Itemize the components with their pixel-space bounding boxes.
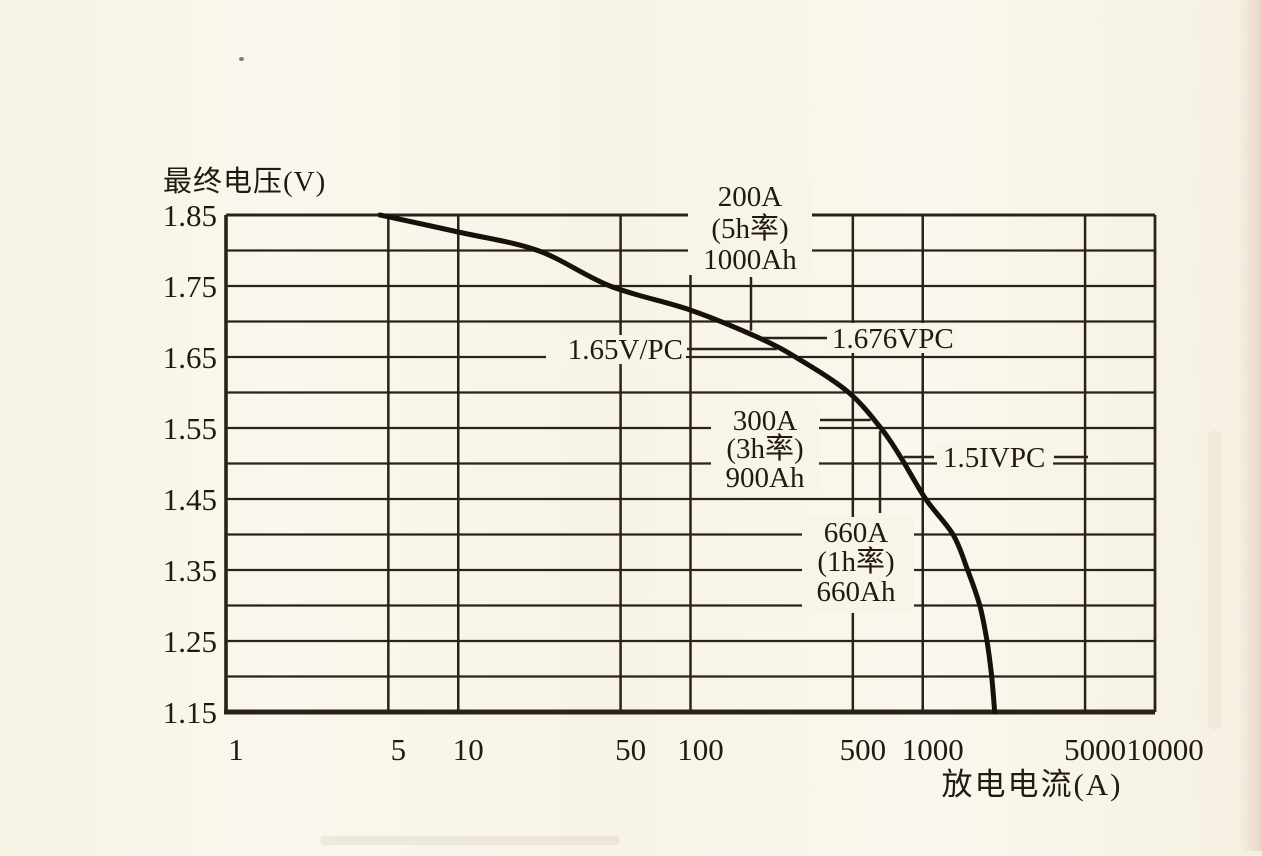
x-tick-label: 50 xyxy=(615,732,646,767)
annotation-rate-5h: 200A(5h率)1000Ah xyxy=(703,181,797,276)
annotation-text: 1000Ah xyxy=(703,244,797,276)
scan-smudge xyxy=(320,836,620,845)
annotation-text: 1.676VPC xyxy=(832,323,954,355)
scan-streak xyxy=(1208,430,1222,730)
y-tick-label: 1.55 xyxy=(163,411,217,446)
y-axis-title: 最终电压(V) xyxy=(163,165,326,198)
discharge-curve xyxy=(377,212,998,715)
annotation-layer: 200A(5h率)1000Ah 1.676VPC 1.65V/PC 300A(3h率)… xyxy=(568,181,1046,608)
x-tick-label: 10000 xyxy=(1126,732,1204,767)
y-tick-label: 1.45 xyxy=(163,482,217,517)
annotation-text: 1.65V/PC xyxy=(568,334,683,366)
grid-layer xyxy=(224,213,1157,715)
annotation-mask xyxy=(688,181,812,275)
x-tick-label: 1000 xyxy=(902,732,964,767)
y-tick-label: 1.15 xyxy=(163,695,217,730)
x-tick-label: 500 xyxy=(840,732,887,767)
y-tick-label: 1.85 xyxy=(163,198,217,233)
y-tick-label: 1.25 xyxy=(163,624,217,659)
annotation-mask xyxy=(711,407,819,493)
annotation-vpc-165: 1.65V/PC xyxy=(568,334,683,366)
x-tick-label: 10 xyxy=(453,732,484,767)
scan-speck xyxy=(239,57,244,61)
annotation-text: 660A xyxy=(824,517,889,549)
annotation-text: 1.5IVPC xyxy=(943,442,1045,474)
x-tick-label: 1 xyxy=(228,732,244,767)
annotation-vpc-1676: 1.676VPC xyxy=(832,323,954,355)
annotation-mask xyxy=(937,442,1053,472)
annotation-mask xyxy=(826,323,956,353)
annotation-rate-1h: 660A(1h率)660Ah xyxy=(817,517,896,608)
x-axis-title: 放电电流(A) xyxy=(941,767,1122,802)
annotation-text: (3h率) xyxy=(726,432,803,465)
annotation-text: 300A xyxy=(733,405,798,437)
scan-edge-shadow xyxy=(1238,0,1262,851)
annotation-vpc-151: 1.5IVPC xyxy=(943,442,1045,474)
y-tick-label: 1.65 xyxy=(163,340,217,375)
annotation-mask xyxy=(546,335,686,364)
annotation-text: 660Ah xyxy=(817,576,896,608)
x-tick-label: 5000 xyxy=(1064,732,1126,767)
x-tick-label: 5 xyxy=(391,732,407,767)
annotation-text: (5h率) xyxy=(711,212,788,245)
annotation-text: 900Ah xyxy=(726,462,805,494)
annotation-pointer-layer xyxy=(687,277,1088,513)
annotation-text: (1h率) xyxy=(817,545,894,578)
annotation-background-layer xyxy=(546,181,1053,613)
y-tick-label: 1.75 xyxy=(163,269,217,304)
tick-label-layer: 1 5 10 50 100 500 1000 5000 10000 1.85 1.75 1.65 1.5… xyxy=(163,198,1204,767)
annotation-mask xyxy=(802,517,914,613)
y-tick-label: 1.35 xyxy=(163,553,217,588)
annotation-text: 200A xyxy=(718,181,783,213)
x-tick-label: 100 xyxy=(677,732,724,767)
annotation-rate-3h: 300A(3h率)900Ah xyxy=(726,405,805,494)
